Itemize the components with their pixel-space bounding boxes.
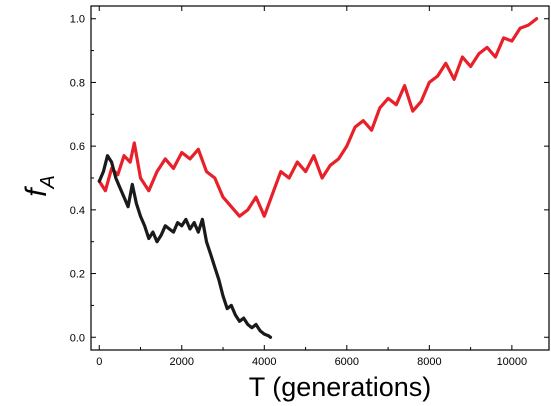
y-tick-label: 1.0 bbox=[70, 14, 85, 26]
x-tick-label: 4000 bbox=[252, 356, 276, 368]
x-tick-label: 8000 bbox=[417, 356, 441, 368]
y-tick-label: 0.6 bbox=[70, 141, 85, 153]
plot-frame bbox=[90, 5, 550, 351]
x-tick-label: 2000 bbox=[170, 356, 194, 368]
x-tick-label: 6000 bbox=[335, 356, 359, 368]
y-tick-label: 0.4 bbox=[70, 205, 85, 217]
series-layer bbox=[97, 17, 539, 339]
y-axis-title: fA bbox=[20, 175, 59, 197]
x-axis-ticks: 0 2000 4000 6000 8000 10000 bbox=[96, 6, 527, 368]
x-tick-label: 0 bbox=[96, 356, 102, 368]
x-tick-label: 10000 bbox=[497, 356, 528, 368]
y-tick-label: 0.0 bbox=[70, 332, 85, 344]
y-tick-label: 0.2 bbox=[70, 269, 85, 281]
series-line-1 bbox=[97, 17, 539, 218]
y-axis-ticks: 0.0 0.2 0.4 0.6 0.8 1.0 bbox=[70, 14, 549, 344]
x-axis-title: T (generations) bbox=[249, 372, 432, 402]
series-line-2 bbox=[97, 154, 273, 339]
y-axis-title-subscript: A bbox=[37, 175, 59, 189]
y-axis-title-main: f bbox=[20, 186, 53, 197]
y-tick-label: 0.8 bbox=[70, 77, 85, 89]
